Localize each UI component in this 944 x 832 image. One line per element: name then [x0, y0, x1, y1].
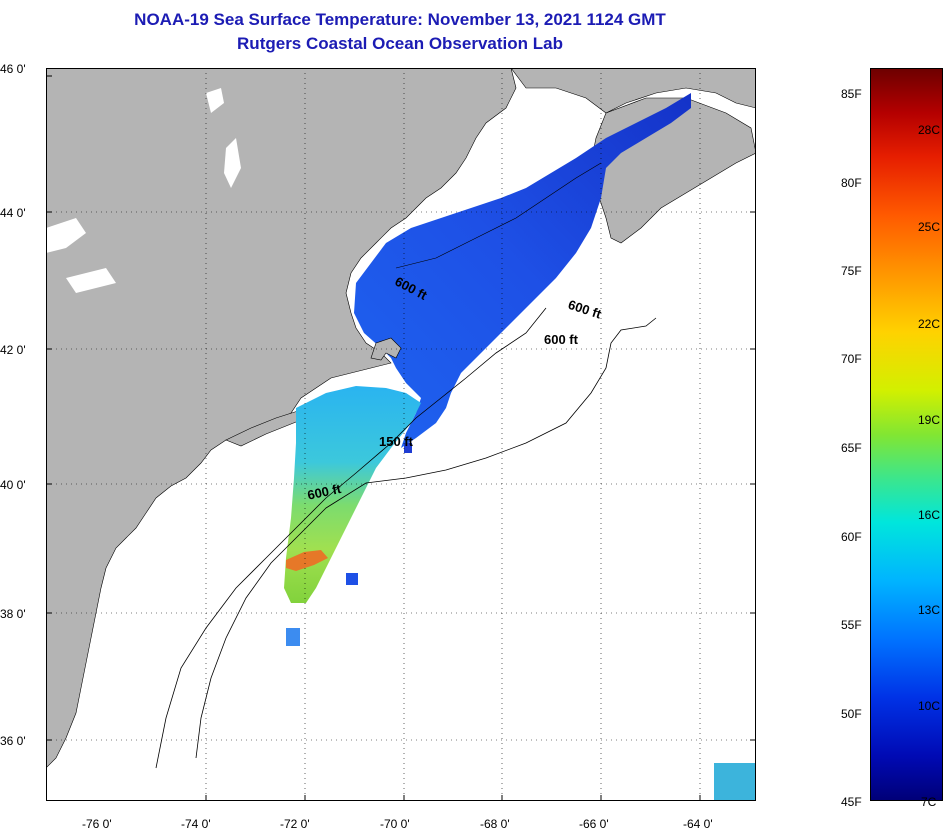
- land-mass-maritimes: [510, 68, 756, 114]
- sst-patch: [404, 443, 412, 453]
- contour-gom: [395, 162, 602, 269]
- lat-label: 44 0': [0, 206, 26, 220]
- lon-label: -70 0': [380, 817, 410, 831]
- sst-shelf: [284, 386, 421, 603]
- contour-600ft: [195, 317, 657, 759]
- temperature-colorbar: [870, 68, 943, 801]
- sst-patch: [286, 628, 300, 646]
- lon-label: -76 0': [82, 817, 112, 831]
- colorbar-c-label: 10C: [918, 699, 941, 713]
- map-subtitle: Rutgers Coastal Ocean Observation Lab: [237, 34, 563, 53]
- lake: [206, 88, 224, 113]
- sst-map: 600 ft 600 ft 600 ft 150 ft 600 ft: [46, 68, 756, 801]
- colorbar-f-label: 65F: [841, 441, 862, 455]
- colorbar-f-label: 50F: [841, 707, 862, 721]
- colorbar-c-label: 25C: [918, 220, 941, 234]
- colorbar-f-label: 70F: [841, 352, 862, 366]
- colorbar-c-label: 16C: [918, 508, 941, 522]
- colorbar-f-label: 75F: [841, 264, 862, 278]
- grid: [46, 68, 756, 801]
- colorbar-f-label: 45F: [841, 795, 862, 809]
- colorbar-f-label: 80F: [841, 176, 862, 190]
- lat-label: 36 0': [0, 734, 26, 748]
- lake: [46, 218, 86, 253]
- sst-warm-filament: [286, 550, 328, 571]
- contour-label: 600 ft: [544, 332, 579, 347]
- lon-label: -68 0': [480, 817, 510, 831]
- sst-patch: [346, 573, 358, 585]
- lat-label: 46 0': [0, 62, 26, 76]
- map-title: NOAA-19 Sea Surface Temperature: Novembe…: [134, 10, 666, 29]
- map-frame: [46, 68, 756, 801]
- sst-patch: [714, 763, 756, 801]
- lat-label: 42 0': [0, 343, 26, 357]
- axis-ticks: [46, 75, 756, 801]
- lat-label: 38 0': [0, 607, 26, 621]
- lon-label: -74 0': [181, 817, 211, 831]
- contour-label: 150 ft: [379, 434, 414, 449]
- lon-label: -72 0': [280, 817, 310, 831]
- colorbar-c-label: 22C: [918, 317, 941, 331]
- sst-gulf-of-maine: [354, 93, 691, 448]
- lake: [224, 138, 241, 188]
- colorbar-c-label: 13C: [918, 603, 941, 617]
- colorbar-c-label: 19C: [918, 413, 941, 427]
- contour-label: 600 ft: [306, 481, 343, 503]
- lon-label: -66 0': [579, 817, 609, 831]
- colorbar-c-label: 7C: [921, 795, 937, 809]
- lat-label: 40 0': [0, 478, 26, 492]
- lake: [66, 268, 116, 293]
- contour-150ft: [155, 307, 547, 769]
- colorbar-f-label: 85F: [841, 87, 862, 101]
- colorbar-f-label: 55F: [841, 618, 862, 632]
- lon-label: -64 0': [683, 817, 713, 831]
- colorbar-c-label: 28C: [918, 123, 941, 137]
- colorbar-f-label: 60F: [841, 530, 862, 544]
